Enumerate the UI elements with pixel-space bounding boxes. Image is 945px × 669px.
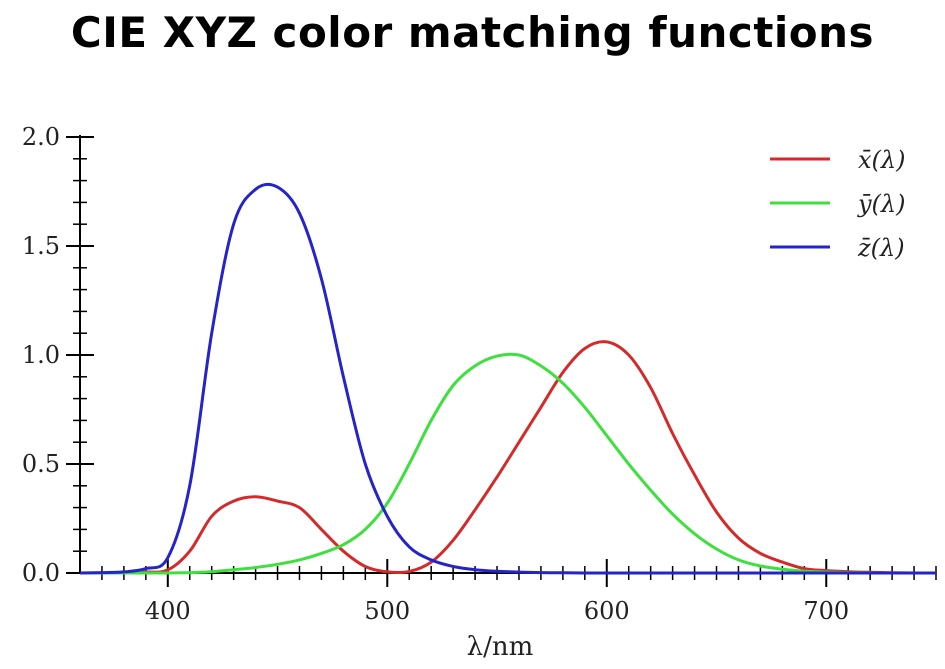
series-lines (79, 182, 936, 575)
tick-labels: 0.0 0.5 1.0 1.5 2.0 400 500 600 700 (22, 123, 849, 625)
y-tick-label: 0.5 (22, 450, 60, 478)
y-tick-label: 1.0 (22, 341, 60, 369)
x-tick-label: 500 (364, 597, 410, 625)
x-tick-label: 700 (803, 597, 849, 625)
ticks (66, 136, 937, 587)
y-tick-label: 2.0 (22, 123, 60, 151)
legend-item-x-bar-label: x̄(λ) (858, 146, 905, 174)
legend-item-y-bar-label: ȳ(λ) (857, 190, 906, 218)
series-line-x-bar (79, 340, 936, 575)
legend-item-z-bar-label: z̄(λ) (857, 234, 905, 262)
x-tick-label: 600 (584, 597, 630, 625)
y-tick-label: 1.5 (22, 232, 60, 260)
series-line-y-bar (79, 352, 936, 575)
x-axis-label: λ/nm (467, 632, 534, 662)
x-tick-label: 400 (145, 597, 191, 625)
chart-title: CIE XYZ color matching functions (70, 8, 875, 57)
y-tick-label: 0.0 (22, 559, 60, 587)
legend: x̄(λ) ȳ(λ) z̄(λ) (770, 146, 906, 262)
series-line-z-bar (79, 182, 936, 575)
